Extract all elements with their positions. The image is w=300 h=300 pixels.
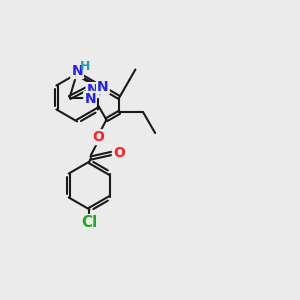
Text: N: N [87,83,98,97]
Text: Cl: Cl [81,215,98,230]
Text: N: N [97,80,109,94]
Text: N: N [71,64,83,78]
Text: H: H [80,60,90,73]
Text: N: N [84,92,96,106]
Text: O: O [92,130,104,144]
Text: O: O [113,146,125,160]
